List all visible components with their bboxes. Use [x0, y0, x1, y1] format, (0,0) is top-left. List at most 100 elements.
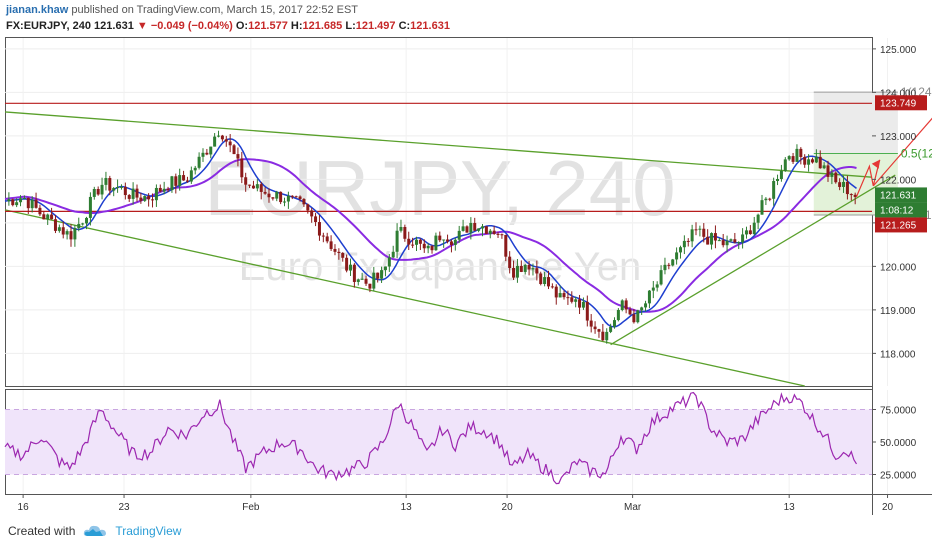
candle-body: [566, 297, 570, 299]
candle-body: [42, 214, 46, 220]
candle-body: [640, 307, 644, 311]
upper-trendline: [4, 111, 873, 178]
candle-body: [263, 191, 267, 194]
footer: Created with TradingView: [8, 524, 181, 538]
candle-body: [605, 331, 609, 341]
y-tick-label: 118.000: [880, 349, 916, 360]
candle-body: [364, 278, 368, 284]
candle-body: [698, 228, 702, 230]
candle-body: [702, 228, 706, 237]
tradingview-brand[interactable]: TradingView: [115, 524, 182, 538]
candle-body: [710, 233, 714, 245]
time-axis: 1623Feb1320Mar1320Apr: [18, 494, 894, 513]
symbol-label[interactable]: FX:EURJPY, 240: [6, 20, 91, 32]
candle-body: [663, 264, 667, 271]
candle-body: [244, 177, 248, 185]
candle-body: [453, 239, 457, 245]
candle-body: [721, 240, 725, 246]
x-tick-label: 13: [784, 502, 796, 513]
chart-header-line-1: jianan.khaw published on TradingView.com…: [6, 4, 358, 16]
candle-body: [302, 198, 306, 205]
candle-body: [220, 135, 224, 140]
candle-body: [671, 259, 675, 266]
candle-body: [399, 226, 403, 231]
candle-body: [535, 268, 539, 274]
x-tick-label: 23: [118, 502, 130, 513]
candle-body: [271, 197, 275, 199]
candle-body: [96, 188, 100, 195]
candle-body: [597, 329, 601, 332]
candle-body: [178, 175, 182, 186]
down-triangle-icon: ▼: [136, 20, 148, 32]
candle-body: [690, 229, 694, 242]
candle-body: [484, 226, 488, 234]
candle-body: [803, 156, 807, 165]
candle-body: [383, 266, 387, 271]
candle-body: [154, 187, 158, 201]
candle-body: [554, 286, 558, 298]
candle-body: [574, 299, 578, 302]
candle-body: [333, 248, 337, 252]
rsi-band: [5, 409, 872, 475]
candle-body: [814, 156, 818, 163]
candle-body: [779, 170, 783, 179]
candle-body: [251, 185, 255, 189]
candle-body: [492, 230, 496, 234]
candle-body: [127, 195, 131, 199]
candle-body: [609, 326, 613, 332]
candle-body: [30, 199, 34, 209]
candle-body: [515, 265, 519, 278]
projection-path-1: [855, 159, 881, 198]
candle-body: [26, 197, 30, 209]
candle-body: [543, 277, 547, 285]
candle-body: [368, 283, 372, 289]
candle-body: [267, 193, 271, 198]
candle-body: [760, 200, 764, 215]
candle-body: [838, 182, 842, 187]
rising-trendline: [610, 174, 896, 346]
candle-body: [752, 222, 756, 235]
price-tag-label: 121.631: [880, 190, 917, 201]
price-tag-label: 1:08:12: [880, 205, 914, 216]
candle-body: [853, 194, 857, 197]
candle-body: [189, 170, 193, 182]
y-tick-label: 124.000: [880, 88, 917, 99]
candle-body: [764, 198, 768, 201]
candle-body: [119, 186, 123, 188]
candle-body: [531, 268, 535, 270]
candle-body: [162, 188, 166, 192]
candle-body: [387, 257, 391, 267]
candle-body: [158, 187, 162, 192]
candle-body: [88, 196, 92, 218]
candle-body: [434, 235, 438, 251]
candle-body: [380, 270, 384, 279]
y-tick-label: 119.000: [880, 306, 916, 317]
candle-body: [457, 230, 461, 240]
candle-body: [123, 186, 127, 196]
close-value: 121.631: [410, 20, 450, 32]
candle-body: [185, 180, 189, 182]
candle-body: [480, 226, 484, 229]
candle-body: [15, 202, 19, 206]
created-with-text: Created with: [8, 524, 76, 538]
candle-body: [53, 219, 57, 231]
candle-body: [776, 178, 780, 182]
candle-body: [496, 233, 500, 235]
candle-body: [512, 268, 516, 278]
price-tags: 123.749 121.631 1:08:12 121.265: [875, 95, 927, 233]
candle-body: [601, 331, 605, 341]
x-tick-label: 16: [18, 502, 30, 513]
price-tag-label: 121.265: [880, 220, 917, 231]
candle-body: [744, 230, 748, 235]
candle-body: [558, 293, 562, 298]
candle-body: [372, 272, 376, 289]
candle-body: [407, 238, 411, 245]
candle-body: [430, 245, 434, 251]
candle-body: [224, 139, 228, 142]
candle-body: [337, 251, 341, 253]
candle-body: [73, 228, 77, 240]
lower-trendline: [4, 209, 805, 387]
candle-body: [733, 239, 737, 243]
author-link[interactable]: jianan.khaw: [6, 4, 69, 16]
